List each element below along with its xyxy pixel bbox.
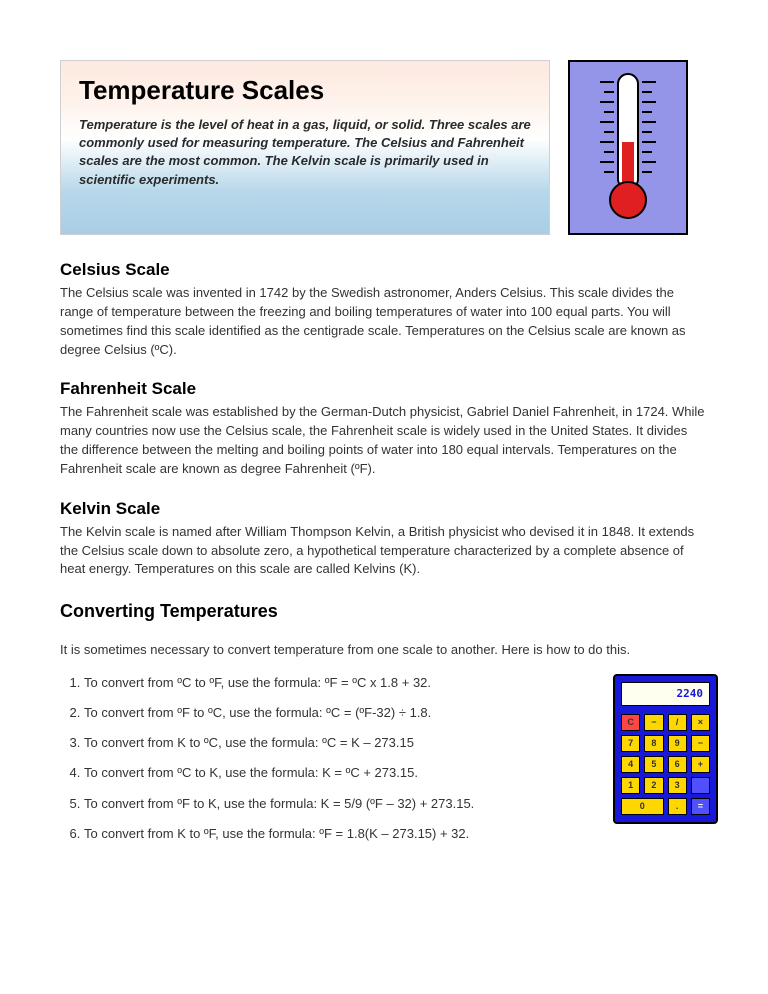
calculator-key: 7	[621, 735, 640, 752]
celsius-body: The Celsius scale was invented in 1742 b…	[60, 284, 708, 359]
calculator-key	[691, 777, 710, 794]
calculator-display: 2240	[621, 682, 710, 706]
calculator-key: 9	[668, 735, 687, 752]
list-item: To convert from K to ºF, use the formula…	[84, 825, 708, 843]
calculator-image: 2240 C−/×789−456+1230.=	[613, 674, 718, 824]
celsius-heading: Celsius Scale	[60, 260, 708, 280]
fahrenheit-body: The Fahrenheit scale was established by …	[60, 403, 708, 478]
calculator-key: 8	[644, 735, 663, 752]
calculator-key: 5	[644, 756, 663, 773]
calculator-key: 6	[668, 756, 687, 773]
calculator-key: 0	[621, 798, 664, 815]
calculator-keypad: C−/×789−456+1230.=	[621, 714, 710, 815]
calculator-key: =	[691, 798, 710, 815]
header-panel: Temperature Scales Temperature is the le…	[60, 60, 550, 240]
calculator-key: ×	[691, 714, 710, 731]
calculator-key: +	[691, 756, 710, 773]
header-intro-text: Temperature is the level of heat in a ga…	[79, 116, 531, 189]
converting-content: To convert from ºC to ºF, use the formul…	[60, 674, 708, 843]
calculator-key: /	[668, 714, 687, 731]
calculator-key: −	[691, 735, 710, 752]
calculator-key: 3	[668, 777, 687, 794]
thermometer-image	[568, 60, 688, 235]
celsius-section: Celsius Scale The Celsius scale was inve…	[60, 260, 708, 359]
conversion-list: To convert from ºC to ºF, use the formul…	[60, 674, 708, 843]
converting-intro: It is sometimes necessary to convert tem…	[60, 640, 708, 660]
calculator-key: 1	[621, 777, 640, 794]
calculator-key: 4	[621, 756, 640, 773]
calculator-key: C	[621, 714, 640, 731]
fahrenheit-section: Fahrenheit Scale The Fahrenheit scale wa…	[60, 379, 708, 478]
converting-title: Converting Temperatures	[60, 601, 708, 622]
kelvin-body: The Kelvin scale is named after William …	[60, 523, 708, 580]
kelvin-section: Kelvin Scale The Kelvin scale is named a…	[60, 499, 708, 580]
calculator-key: 2	[644, 777, 663, 794]
calculator-key: .	[668, 798, 687, 815]
header-gradient-box: Temperature Scales Temperature is the le…	[60, 60, 550, 235]
thermometer-icon	[570, 62, 686, 233]
calculator-key: −	[644, 714, 663, 731]
fahrenheit-heading: Fahrenheit Scale	[60, 379, 708, 399]
kelvin-heading: Kelvin Scale	[60, 499, 708, 519]
page-title: Temperature Scales	[79, 75, 531, 106]
